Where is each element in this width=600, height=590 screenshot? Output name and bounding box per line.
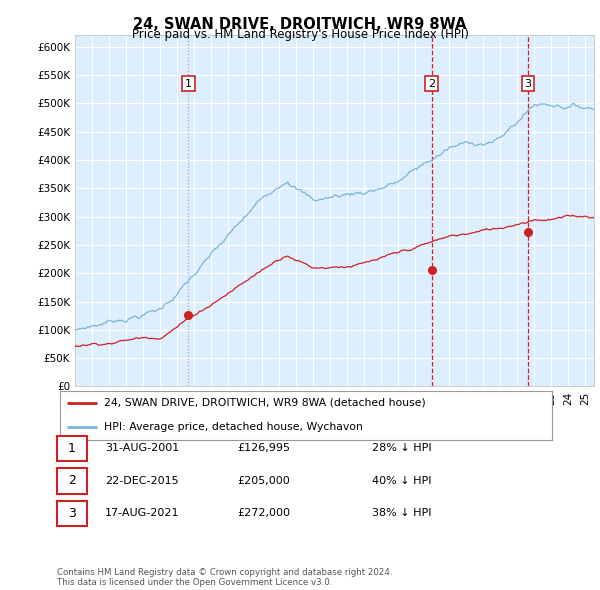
Text: 28% ↓ HPI: 28% ↓ HPI bbox=[372, 444, 431, 453]
Text: 2: 2 bbox=[428, 78, 436, 88]
Text: 38% ↓ HPI: 38% ↓ HPI bbox=[372, 509, 431, 518]
Text: £126,995: £126,995 bbox=[237, 444, 290, 453]
Text: 3: 3 bbox=[524, 78, 532, 88]
Text: 22-DEC-2015: 22-DEC-2015 bbox=[105, 476, 179, 486]
Text: Price paid vs. HM Land Registry's House Price Index (HPI): Price paid vs. HM Land Registry's House … bbox=[131, 28, 469, 41]
Text: £272,000: £272,000 bbox=[237, 509, 290, 518]
Text: 1: 1 bbox=[68, 442, 76, 455]
Text: Contains HM Land Registry data © Crown copyright and database right 2024.
This d: Contains HM Land Registry data © Crown c… bbox=[57, 568, 392, 587]
Text: £205,000: £205,000 bbox=[237, 476, 290, 486]
Text: HPI: Average price, detached house, Wychavon: HPI: Average price, detached house, Wych… bbox=[104, 422, 363, 432]
Text: 1: 1 bbox=[185, 78, 192, 88]
Text: 31-AUG-2001: 31-AUG-2001 bbox=[105, 444, 179, 453]
Text: 24, SWAN DRIVE, DROITWICH, WR9 8WA (detached house): 24, SWAN DRIVE, DROITWICH, WR9 8WA (deta… bbox=[104, 398, 426, 408]
Text: 24, SWAN DRIVE, DROITWICH, WR9 8WA: 24, SWAN DRIVE, DROITWICH, WR9 8WA bbox=[133, 17, 467, 31]
Text: 2: 2 bbox=[68, 474, 76, 487]
Text: 3: 3 bbox=[68, 507, 76, 520]
Text: 17-AUG-2021: 17-AUG-2021 bbox=[105, 509, 179, 518]
Text: 40% ↓ HPI: 40% ↓ HPI bbox=[372, 476, 431, 486]
